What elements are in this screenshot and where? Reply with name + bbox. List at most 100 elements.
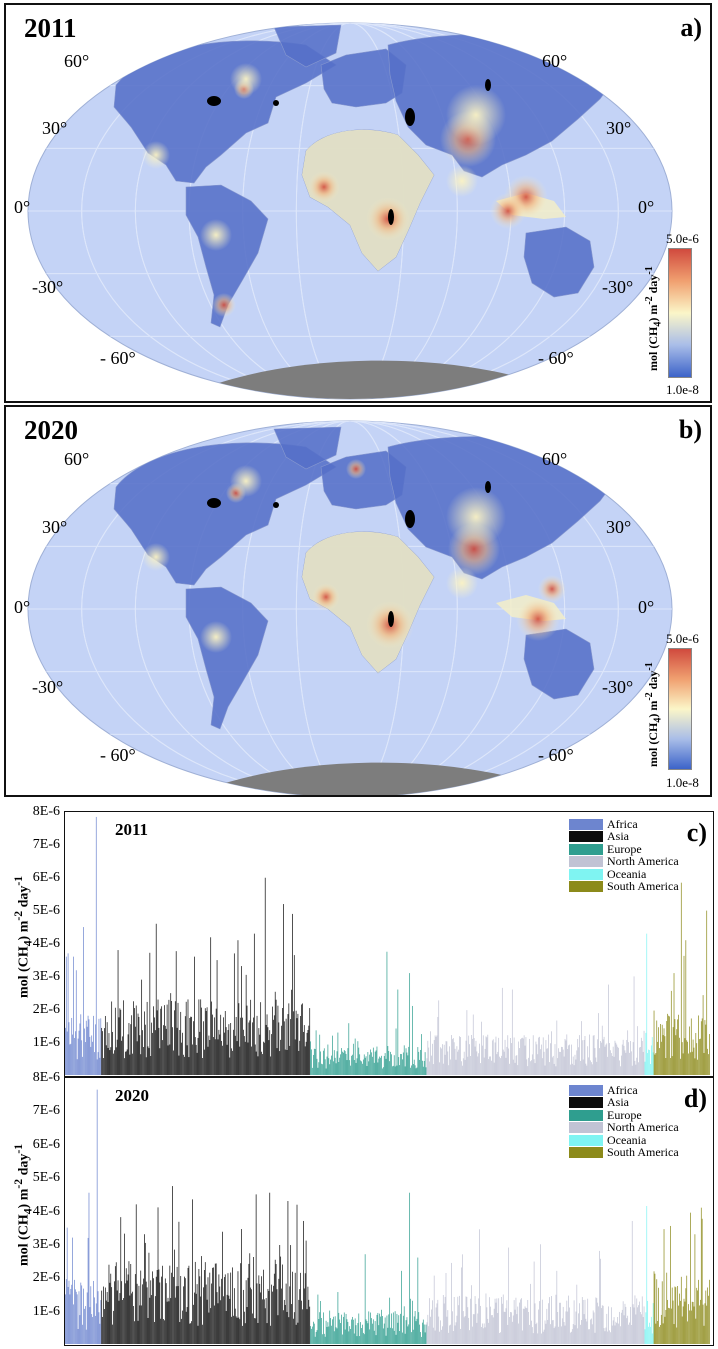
bar-asia	[243, 1289, 244, 1344]
bar-asia	[186, 1045, 188, 1075]
bar-asia	[205, 1010, 207, 1075]
bar-europe	[417, 1047, 419, 1075]
bar-asia	[213, 1017, 215, 1075]
bar-europe	[317, 1294, 319, 1344]
bar-north-america	[551, 1031, 552, 1075]
bar-asia	[164, 1320, 165, 1344]
bar-europe	[374, 1321, 376, 1344]
bar-north-america	[557, 1058, 559, 1075]
bar-asia	[198, 999, 200, 1075]
bar-asia	[210, 1308, 212, 1344]
bar-europe	[338, 1312, 340, 1344]
panel-label: a)	[680, 13, 702, 42]
bar-north-america	[494, 1298, 496, 1344]
bar-asia	[223, 1017, 224, 1075]
bar-north-america	[520, 1039, 521, 1075]
bar-north-america	[571, 1063, 573, 1075]
bar-asia	[303, 1031, 304, 1075]
bar-oceania	[651, 1037, 653, 1075]
bar-south-america	[701, 1218, 703, 1344]
bar-north-america	[486, 1037, 488, 1075]
bar-asia	[221, 1040, 222, 1075]
legend-item: Africa	[569, 1083, 679, 1097]
bar-europe	[379, 1313, 381, 1344]
bar-europe	[412, 1300, 413, 1344]
bar-asia	[240, 1017, 242, 1075]
bar-south-america	[653, 1010, 655, 1075]
bar-asia	[128, 1023, 130, 1075]
bar-africa	[68, 1280, 70, 1344]
legend-label: North America	[607, 854, 679, 869]
bar-asia	[174, 1010, 175, 1075]
bar-north-america	[525, 1307, 527, 1344]
bar-asia	[194, 1292, 195, 1344]
bar-north-america	[476, 1322, 478, 1344]
bar-north-america	[584, 1299, 586, 1344]
bar-north-america	[478, 1298, 480, 1344]
bar-north-america	[521, 1038, 522, 1075]
bar-south-america	[698, 1279, 699, 1344]
bar-north-america	[634, 1060, 636, 1075]
bar-north-america	[438, 1000, 440, 1075]
bar-asia	[240, 1263, 242, 1344]
bar-africa	[86, 1292, 88, 1344]
bar-asia	[203, 1021, 204, 1075]
bar-asia	[206, 1299, 208, 1344]
bar-europe	[422, 1060, 423, 1075]
bar-asia	[253, 1318, 255, 1344]
bar-north-america	[489, 1056, 490, 1075]
bar-north-america	[578, 1313, 579, 1344]
bar-asia	[212, 1014, 213, 1075]
bar-north-america	[427, 1314, 429, 1344]
bar-europe	[345, 1053, 347, 1075]
bar-asia	[263, 1269, 264, 1344]
bar-north-america	[505, 1057, 507, 1075]
bar-north-america	[640, 1314, 642, 1344]
bar-asia	[117, 1280, 119, 1344]
bar-north-america	[589, 1034, 590, 1075]
bar-europe	[347, 1048, 349, 1075]
panel-label: b)	[678, 415, 702, 444]
bar-europe	[376, 1046, 378, 1075]
bar-north-america	[620, 1066, 621, 1075]
bar-asia	[279, 1245, 281, 1344]
bar-europe	[381, 1055, 382, 1075]
bar-north-america	[588, 1057, 589, 1075]
bar-north-america	[586, 1065, 588, 1075]
bar-asia	[254, 1044, 256, 1075]
bar-asia	[282, 1264, 283, 1344]
bar-north-america	[443, 1044, 445, 1075]
bar-north-america	[568, 1045, 569, 1075]
bar-asia	[188, 1057, 190, 1075]
legend-label: Europe	[607, 841, 642, 856]
bar-europe	[356, 1336, 358, 1344]
bar-asia	[108, 1264, 110, 1344]
bar-north-america	[629, 1052, 630, 1075]
bar-europe	[324, 1059, 326, 1075]
bar-north-america	[511, 1043, 512, 1075]
bar-europe	[419, 1059, 421, 1075]
bar-north-america	[511, 1321, 513, 1344]
bar-africa	[98, 1018, 100, 1075]
bar-asia	[256, 1015, 258, 1075]
bar-europe	[372, 1056, 373, 1075]
bar-europe	[338, 1062, 340, 1075]
bar-asia	[178, 1055, 180, 1075]
bar-south-america	[705, 1290, 707, 1344]
bar-asia	[170, 1298, 172, 1344]
bar-asia	[223, 1277, 225, 1344]
bar-europe	[341, 1314, 342, 1344]
bar-africa	[70, 1288, 72, 1344]
bar-asia	[237, 940, 239, 1075]
bar-europe	[398, 1057, 400, 1075]
bar-north-america	[627, 1315, 629, 1344]
bar-asia	[222, 1045, 223, 1075]
bar-south-america	[679, 1037, 680, 1075]
bar-north-america	[609, 1043, 610, 1075]
bar-europe	[413, 1316, 415, 1344]
bar-europe	[356, 1058, 358, 1075]
bar-south-america	[678, 1014, 679, 1075]
bar-asia	[283, 904, 284, 1075]
bar-asia	[295, 1324, 297, 1344]
bar-asia	[202, 1058, 203, 1075]
